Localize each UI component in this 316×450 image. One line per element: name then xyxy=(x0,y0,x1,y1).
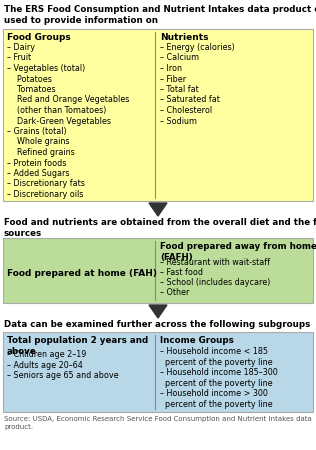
Text: – Iron: – Iron xyxy=(160,64,182,73)
Text: – Calcium: – Calcium xyxy=(160,54,199,63)
Text: (other than Tomatoes): (other than Tomatoes) xyxy=(7,106,106,115)
Text: Refined grains: Refined grains xyxy=(7,148,75,157)
Bar xyxy=(3,29,313,201)
Polygon shape xyxy=(149,305,167,318)
Text: – Added Sugars: – Added Sugars xyxy=(7,169,70,178)
Polygon shape xyxy=(149,203,167,216)
Text: Income Groups: Income Groups xyxy=(160,336,234,345)
Text: Total population 2 years and
above: Total population 2 years and above xyxy=(7,336,148,356)
Text: – Grains (total): – Grains (total) xyxy=(7,127,67,136)
Text: – Fast food: – Fast food xyxy=(160,268,203,277)
Text: Food and nutrients are obtained from the overall diet and the following
sources: Food and nutrients are obtained from the… xyxy=(4,218,316,238)
Text: – Other: – Other xyxy=(160,288,189,297)
Text: – Fruit: – Fruit xyxy=(7,54,31,63)
Text: – Children age 2–19: – Children age 2–19 xyxy=(7,350,86,359)
Text: Tomatoes: Tomatoes xyxy=(7,85,56,94)
Text: – Total fat: – Total fat xyxy=(160,85,199,94)
Text: – Fiber: – Fiber xyxy=(160,75,186,84)
Text: – Adults age 20–64: – Adults age 20–64 xyxy=(7,360,83,369)
Text: Nutrients: Nutrients xyxy=(160,33,209,42)
Text: – Sodium: – Sodium xyxy=(160,117,197,126)
Text: Source: USDA, Economic Research Service Food Consumption and Nutrient Intakes da: Source: USDA, Economic Research Service … xyxy=(4,416,312,429)
Text: – Discretionary fats: – Discretionary fats xyxy=(7,180,85,189)
Text: Food prepared away from home
(FAFH): Food prepared away from home (FAFH) xyxy=(160,242,316,262)
Text: – Cholesterol: – Cholesterol xyxy=(160,106,212,115)
Text: – Protein foods: – Protein foods xyxy=(7,158,66,167)
Bar xyxy=(3,238,313,303)
Text: – Dairy: – Dairy xyxy=(7,43,35,52)
Text: Data can be examined further across the following subgroups: Data can be examined further across the … xyxy=(4,320,310,329)
Text: – Saturated fat: – Saturated fat xyxy=(160,95,220,104)
Text: Whole grains: Whole grains xyxy=(7,138,70,147)
Text: – Restaurant with wait-staff: – Restaurant with wait-staff xyxy=(160,258,270,267)
Text: Food Groups: Food Groups xyxy=(7,33,71,42)
Text: – Household income 185–300
  percent of the poverty line: – Household income 185–300 percent of th… xyxy=(160,368,278,388)
Text: Red and Orange Vegetables: Red and Orange Vegetables xyxy=(7,95,129,104)
Text: Food prepared at home (FAH): Food prepared at home (FAH) xyxy=(7,270,157,279)
Text: Potatoes: Potatoes xyxy=(7,75,52,84)
Text: – Household income < 185
  percent of the poverty line: – Household income < 185 percent of the … xyxy=(160,347,273,367)
Text: – Vegetables (total): – Vegetables (total) xyxy=(7,64,85,73)
Text: – Discretionary oils: – Discretionary oils xyxy=(7,190,83,199)
Text: – Energy (calories): – Energy (calories) xyxy=(160,43,235,52)
Text: – Seniors age 65 and above: – Seniors age 65 and above xyxy=(7,371,118,380)
Text: Dark-Green Vegetables: Dark-Green Vegetables xyxy=(7,117,111,126)
Text: – Household income > 300
  percent of the poverty line: – Household income > 300 percent of the … xyxy=(160,389,273,409)
Text: – School (includes daycare): – School (includes daycare) xyxy=(160,278,270,287)
Text: The ERS Food Consumption and Nutrient Intakes data product can be
used to provid: The ERS Food Consumption and Nutrient In… xyxy=(4,5,316,25)
Bar xyxy=(3,332,313,412)
